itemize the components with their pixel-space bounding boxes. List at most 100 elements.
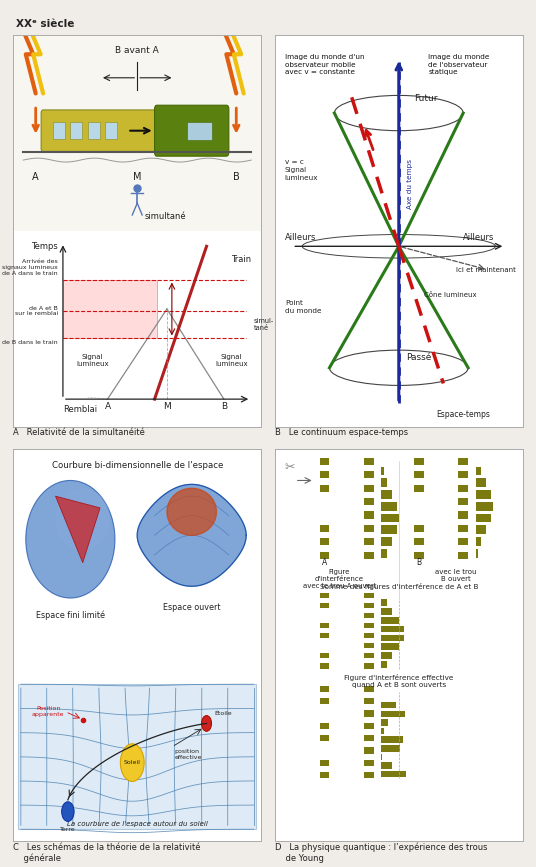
Bar	[382, 525, 397, 534]
Bar	[458, 471, 468, 479]
Bar	[458, 485, 468, 492]
Bar	[364, 512, 374, 518]
Bar	[364, 603, 374, 608]
Bar	[319, 458, 330, 465]
Bar	[70, 122, 82, 139]
Bar	[382, 537, 392, 546]
Bar	[382, 513, 399, 523]
Bar	[319, 653, 330, 658]
Text: Terre: Terre	[60, 827, 76, 832]
Text: Espace ouvert: Espace ouvert	[163, 603, 220, 612]
Text: Train: Train	[232, 255, 251, 264]
Bar	[382, 728, 384, 734]
Bar	[382, 608, 392, 615]
Bar	[382, 736, 403, 743]
Bar	[475, 466, 481, 475]
Bar	[475, 513, 491, 523]
Text: M: M	[133, 172, 142, 182]
Bar	[364, 663, 374, 668]
Bar	[364, 686, 374, 692]
Bar	[414, 538, 423, 545]
Bar	[319, 663, 330, 668]
Text: Temps: Temps	[31, 243, 58, 251]
Text: Passé: Passé	[406, 353, 431, 362]
Bar	[319, 551, 330, 559]
Bar	[364, 643, 374, 649]
Bar	[319, 772, 330, 779]
Bar	[475, 502, 493, 511]
Bar	[382, 635, 404, 642]
Polygon shape	[167, 488, 217, 535]
Bar	[364, 538, 374, 545]
Text: C   Les schémas de la théorie de la relativité
    générale: C Les schémas de la théorie de la relati…	[13, 843, 201, 863]
Text: B: B	[233, 172, 240, 182]
Bar	[319, 603, 330, 608]
Bar	[364, 471, 374, 479]
Bar	[364, 498, 374, 505]
Bar	[319, 722, 330, 729]
Bar	[382, 502, 397, 511]
Text: simultané: simultané	[145, 212, 187, 221]
Text: Somme des figures d'interférence de A et B: Somme des figures d'interférence de A et…	[319, 583, 478, 590]
Bar	[414, 485, 423, 492]
Circle shape	[121, 744, 144, 781]
Bar	[414, 471, 423, 479]
Text: M: M	[163, 402, 171, 411]
Text: de A et B
sur le remblai: de A et B sur le remblai	[14, 305, 58, 316]
Bar	[53, 122, 65, 139]
Polygon shape	[137, 485, 246, 586]
FancyBboxPatch shape	[154, 105, 229, 156]
Bar	[319, 538, 330, 545]
Bar	[364, 593, 374, 598]
Text: B avant A: B avant A	[115, 46, 159, 55]
Text: Remblai: Remblai	[63, 405, 97, 414]
Text: Figure d'interférence effective
quand A et B sont ouverts: Figure d'interférence effective quand A …	[344, 675, 453, 688]
Bar	[414, 458, 423, 465]
Text: B   Le continuum espace-temps: B Le continuum espace-temps	[275, 428, 408, 437]
Text: Cône lumineux: Cône lumineux	[423, 292, 476, 298]
Text: Étoile: Étoile	[214, 711, 232, 715]
Text: simul-
tané: simul- tané	[254, 318, 274, 331]
Bar	[458, 458, 468, 465]
Bar	[382, 479, 386, 487]
Bar	[319, 471, 330, 479]
Bar	[319, 525, 330, 532]
Polygon shape	[56, 496, 100, 563]
Bar	[364, 735, 374, 741]
Bar	[382, 466, 384, 475]
Bar	[364, 458, 374, 465]
Text: Arrivée des
signaux lumineux
de A dans le train: Arrivée des signaux lumineux de A dans l…	[2, 259, 58, 276]
Text: D   La physique quantique : l’expérience des trous
    de Young: D La physique quantique : l’expérience d…	[275, 843, 487, 863]
Bar	[382, 643, 399, 650]
Text: La courbure de l'espace autour du soleil: La courbure de l'espace autour du soleil	[67, 821, 207, 827]
Text: Soleil: Soleil	[124, 760, 141, 765]
Text: XXᵉ siècle: XXᵉ siècle	[16, 19, 75, 29]
Text: Axe du temps: Axe du temps	[407, 159, 413, 209]
Bar	[382, 720, 388, 726]
Text: B: B	[221, 402, 227, 411]
Text: position
effective: position effective	[174, 749, 202, 760]
Text: Futur: Futur	[414, 95, 437, 103]
Text: Espace-temps: Espace-temps	[436, 410, 490, 419]
Bar	[414, 525, 423, 532]
Bar	[458, 512, 468, 518]
Bar	[382, 711, 405, 717]
Bar	[319, 633, 330, 638]
Text: Figure
d'interférence
avec le trou A ouvert: Figure d'interférence avec le trou A ouv…	[303, 569, 376, 589]
Text: Ailleurs: Ailleurs	[285, 233, 316, 243]
Bar	[364, 525, 374, 532]
Bar	[382, 771, 406, 778]
Text: A: A	[322, 557, 327, 567]
Bar	[382, 745, 400, 752]
Text: Position
apparente: Position apparente	[32, 707, 64, 717]
Text: Point
du monde: Point du monde	[285, 301, 322, 314]
Text: Signal
lumineux: Signal lumineux	[76, 354, 109, 367]
Bar	[319, 759, 330, 766]
Bar	[319, 623, 330, 629]
Bar	[382, 661, 387, 668]
Bar	[382, 490, 392, 499]
Bar	[475, 479, 486, 487]
Bar	[364, 653, 374, 658]
Bar	[382, 549, 386, 557]
Text: Courbure bi-dimensionnelle de l'espace: Courbure bi-dimensionnelle de l'espace	[51, 461, 223, 470]
